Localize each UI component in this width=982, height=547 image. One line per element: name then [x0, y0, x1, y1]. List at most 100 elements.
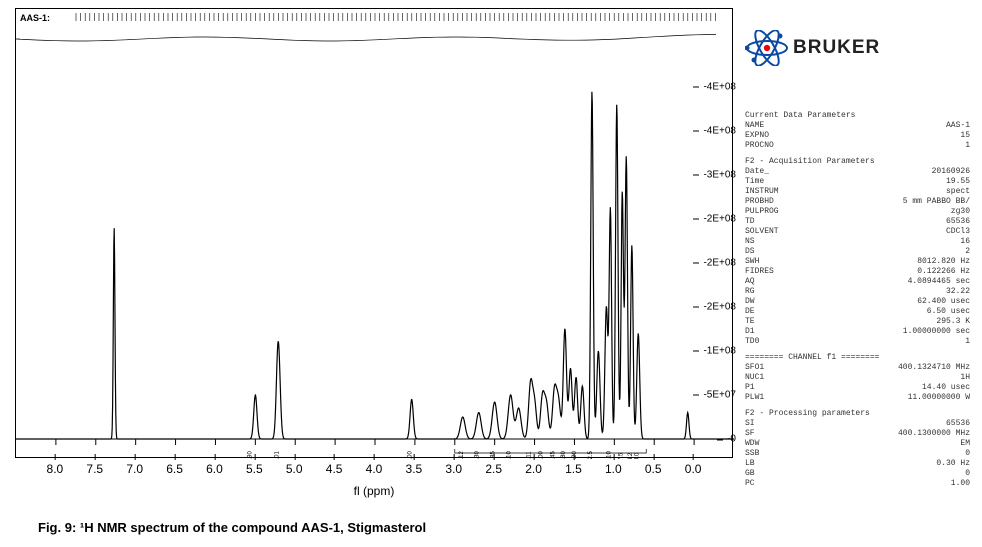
x-tick-label: 2.0: [525, 462, 542, 476]
integral-value: 1.12: [459, 451, 465, 459]
param-row: EXPNO15: [745, 131, 970, 141]
param-key: Date_: [745, 167, 797, 177]
param-row: AQ4.0894465 sec: [745, 277, 970, 287]
x-tick-label: 7.0: [126, 462, 143, 476]
param-value: 1.00: [797, 479, 970, 489]
param-row: D11.00000000 sec: [745, 327, 970, 337]
param-key: SI: [745, 419, 797, 429]
nmr-spectrum-svg: AAS-1: 0.902.011.001.121.301.852.103.112…: [16, 9, 734, 459]
param-key: WDW: [745, 439, 797, 449]
param-row: SFO1400.1324710 MHz: [745, 363, 970, 373]
param-value: AAS-1: [797, 121, 970, 131]
x-tick-label: 1.0: [605, 462, 622, 476]
param-value: 0: [797, 449, 970, 459]
x-tick-label: 3.5: [406, 462, 423, 476]
x-tick-label: 5.5: [246, 462, 263, 476]
param-row: NS16: [745, 237, 970, 247]
bruker-atom-icon: [745, 30, 789, 66]
param-value: 65536: [797, 419, 970, 429]
param-key: PLW1: [745, 393, 797, 403]
y-tick-label: -2E+08: [703, 213, 736, 224]
param-value: CDCl3: [797, 227, 970, 237]
param-row: SI65536: [745, 419, 970, 429]
svg-text:AAS-1:: AAS-1:: [20, 13, 50, 23]
param-value: 6.50 usec: [797, 307, 970, 317]
integral-value: 3.80: [561, 451, 567, 459]
y-tick-label: -4E+08: [703, 81, 736, 92]
param-value: 62.400 usec: [797, 297, 970, 307]
param-value: spect: [797, 187, 970, 197]
param-value: 14.40 usec: [797, 383, 970, 393]
param-key: DS: [745, 247, 797, 257]
brand-name: BRUKER: [793, 37, 880, 59]
param-key: DW: [745, 297, 797, 307]
param-value: 8012.820 Hz: [797, 257, 970, 267]
param-row: SOLVENTCDCl3: [745, 227, 970, 237]
param-key: PC: [745, 479, 797, 489]
param-value: 32.22: [797, 287, 970, 297]
param-value: 0.30 Hz: [797, 459, 970, 469]
param-value: EM: [797, 439, 970, 449]
y-tick-label: -1E+08: [703, 345, 736, 356]
param-value: 11.00000000 W: [797, 393, 970, 403]
param-row: PC1.00: [745, 479, 970, 489]
x-tick-label: 1.5: [565, 462, 582, 476]
param-row: NAMEAAS-1: [745, 121, 970, 131]
x-tick-label: 3.0: [445, 462, 462, 476]
param-value: 295.3 K: [797, 317, 970, 327]
integral-value: 2.45: [551, 451, 557, 459]
integral-value: 2.01: [274, 451, 280, 459]
param-value: 1H: [797, 373, 970, 383]
param-key: SF: [745, 429, 797, 439]
param-key: D1: [745, 327, 797, 337]
x-tick-label: 4.5: [326, 462, 343, 476]
param-row: P114.40 usec: [745, 383, 970, 393]
param-key: PROCNO: [745, 141, 797, 151]
param-key: SFO1: [745, 363, 797, 373]
spectrum-trace: [16, 92, 734, 439]
param-value: 1.00000000 sec: [797, 327, 970, 337]
param-key: RG: [745, 287, 797, 297]
integral-value: 7.5: [618, 452, 624, 459]
param-key: NUC1: [745, 373, 797, 383]
x-tick-label: 2.5: [485, 462, 502, 476]
param-key: GB: [745, 469, 797, 479]
param-value: 65536: [797, 217, 970, 227]
param-value: 16: [797, 237, 970, 247]
param-value: 19.55: [797, 177, 970, 187]
param-row: RG32.22: [745, 287, 970, 297]
param-row: DE6.50 usec: [745, 307, 970, 317]
integral-value: 2.00: [539, 451, 545, 459]
param-key: SOLVENT: [745, 227, 797, 237]
y-tick-label: -4E+08: [703, 125, 736, 136]
param-key: Time: [745, 177, 797, 187]
param-row: SF400.1300000 MHz: [745, 429, 970, 439]
param-key: LB: [745, 459, 797, 469]
integral-value: 2.10: [507, 451, 513, 459]
integral-value: 12.5: [588, 451, 594, 459]
figure-root: AAS-1: 0.902.011.001.121.301.852.103.112…: [0, 0, 982, 547]
param-key: INSTRUM: [745, 187, 797, 197]
param-value: 1: [797, 141, 970, 151]
param-row: LB0.30 Hz: [745, 459, 970, 469]
integral-value: 1.00: [408, 451, 414, 459]
integral-value: 4.2: [628, 452, 634, 459]
y-tick-label: -2E+08: [703, 301, 736, 312]
param-key: EXPNO: [745, 131, 797, 141]
param-row: TD01: [745, 337, 970, 347]
param-section-header: Current Data Parameters: [745, 111, 970, 121]
param-row: PLW111.00000000 W: [745, 393, 970, 403]
param-value: 0.122266 Hz: [797, 267, 970, 277]
x-axis-label: fl (ppm): [354, 484, 395, 498]
param-row: PROBHD5 mm PABBO BB/: [745, 197, 970, 207]
param-row: FIDRES0.122266 Hz: [745, 267, 970, 277]
nmr-plot-area: AAS-1: 0.902.011.001.121.301.852.103.112…: [15, 8, 733, 458]
param-row: Time19.55: [745, 177, 970, 187]
param-row: TE295.3 K: [745, 317, 970, 327]
integral-value: 1.30: [475, 451, 481, 459]
x-tick-label: 8.0: [47, 462, 64, 476]
x-axis-scale: fl (ppm) 8.07.57.06.56.05.55.04.54.03.53…: [15, 462, 733, 502]
param-key: DE: [745, 307, 797, 317]
param-key: NAME: [745, 121, 797, 131]
param-value: zg30: [797, 207, 970, 217]
